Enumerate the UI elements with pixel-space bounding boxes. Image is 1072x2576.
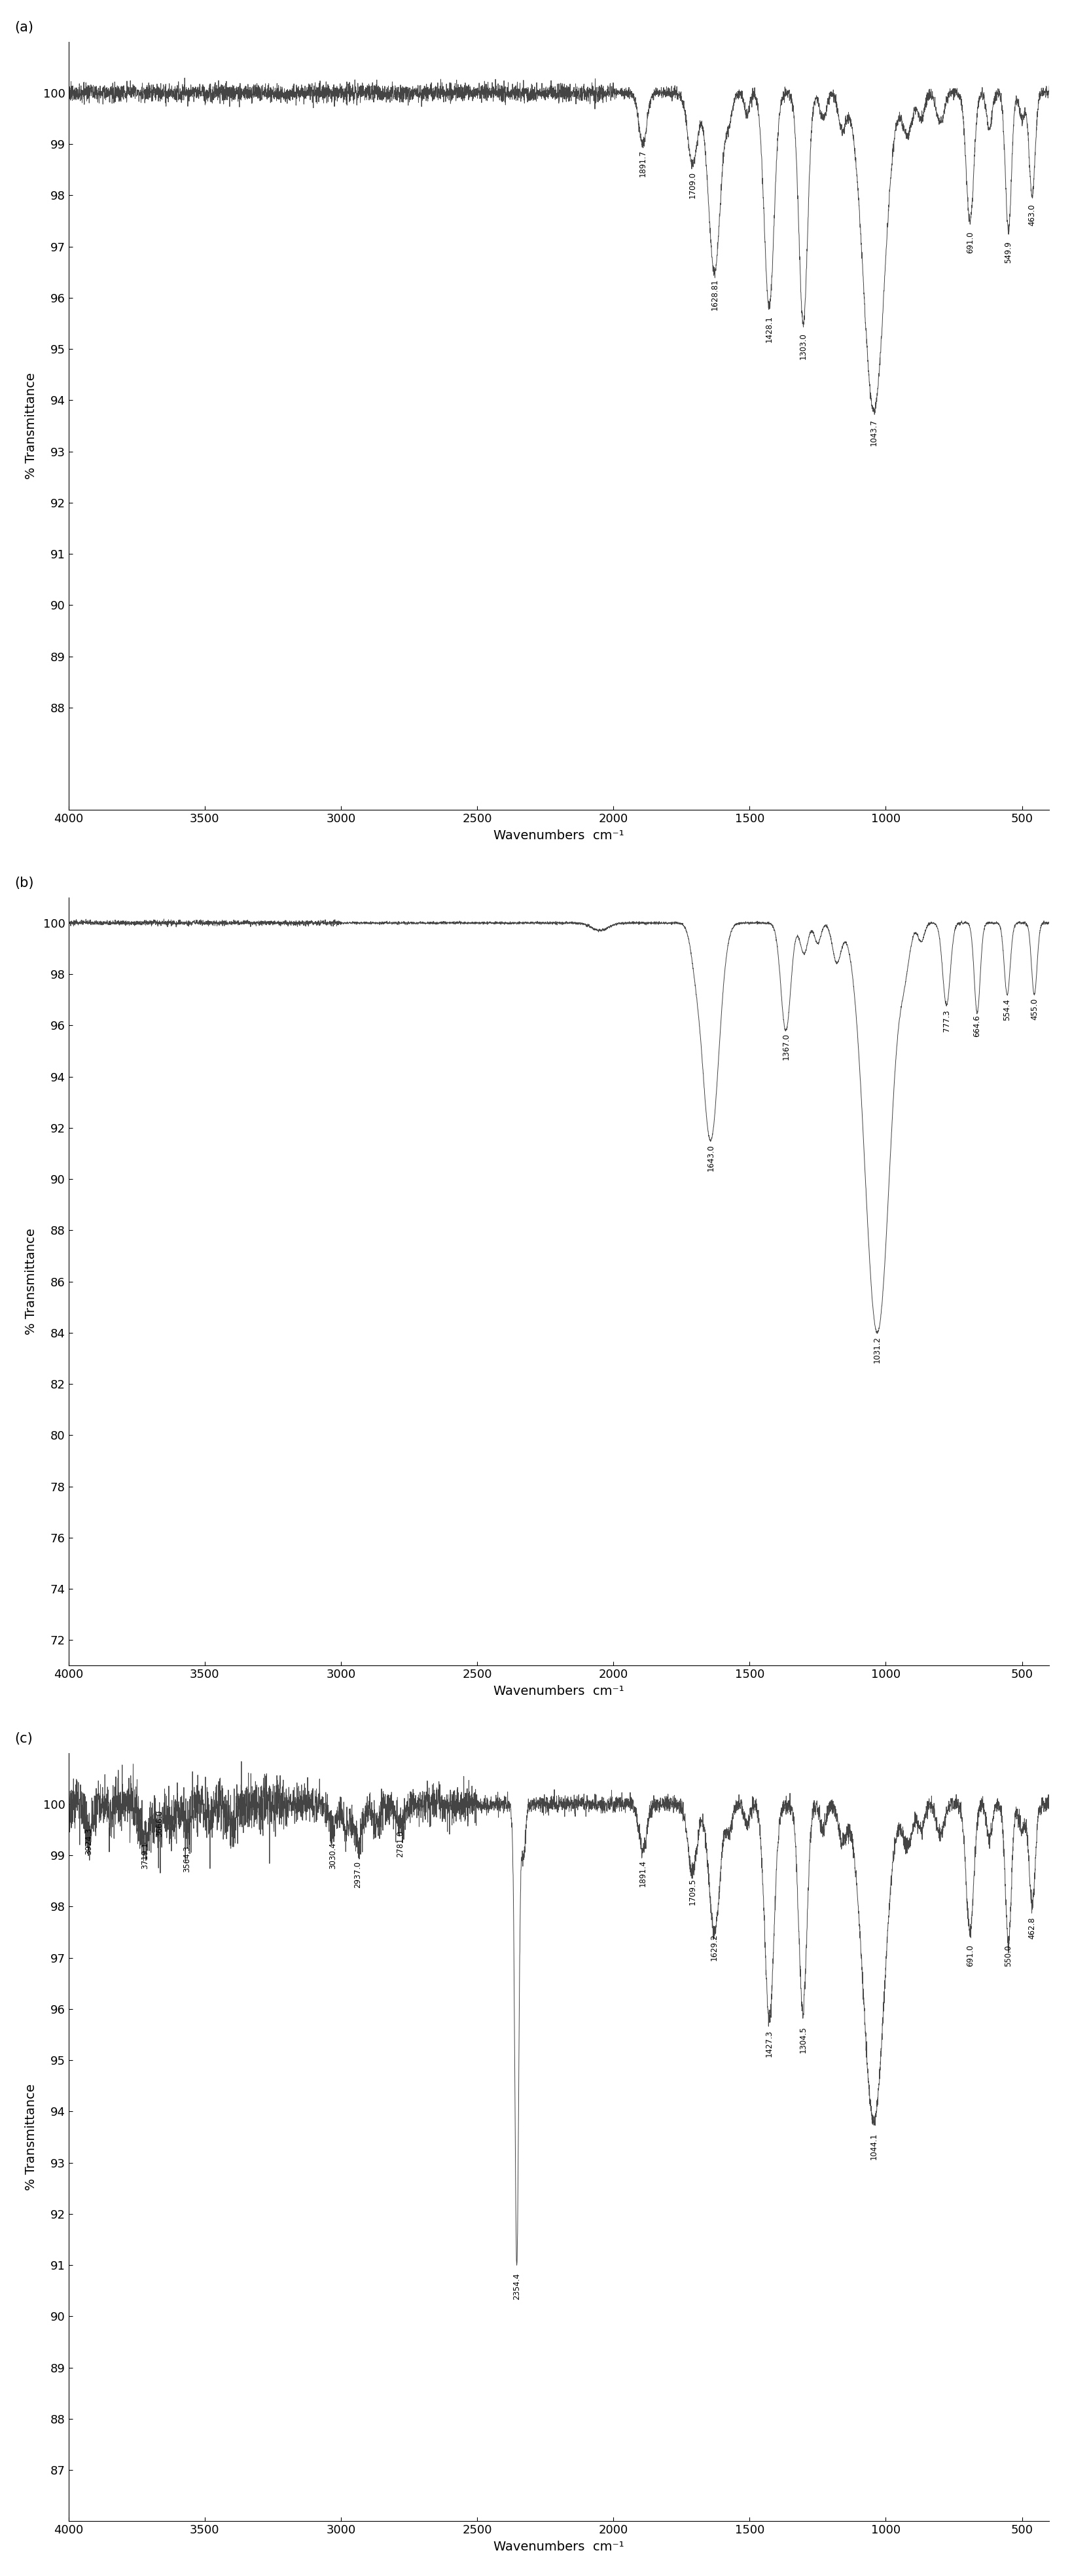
Text: 463.0: 463.0 [1028, 204, 1037, 227]
Text: 1709.5: 1709.5 [688, 1878, 697, 1904]
Text: 3666.0: 3666.0 [155, 1811, 164, 1837]
Text: 664.6: 664.6 [973, 1015, 982, 1038]
Y-axis label: % Transmittance: % Transmittance [25, 2084, 38, 2190]
Text: 3030.4: 3030.4 [328, 1842, 337, 1868]
Text: 1031.2: 1031.2 [873, 1337, 881, 1363]
Text: 1367.0: 1367.0 [781, 1033, 790, 1059]
Text: 777.3: 777.3 [942, 1010, 951, 1033]
Text: 3924.3: 3924.3 [85, 1826, 93, 1855]
X-axis label: Wavenumbers  cm⁻¹: Wavenumbers cm⁻¹ [493, 829, 624, 842]
Text: (a): (a) [14, 21, 33, 33]
Text: 1428.1: 1428.1 [765, 314, 773, 343]
Text: 1044.1: 1044.1 [869, 2133, 878, 2159]
X-axis label: Wavenumbers  cm⁻¹: Wavenumbers cm⁻¹ [493, 2540, 624, 2553]
Text: 1891.4: 1891.4 [639, 1860, 647, 1886]
Text: 691.0: 691.0 [966, 232, 974, 252]
Text: (b): (b) [14, 876, 34, 889]
Text: 455.0: 455.0 [1030, 997, 1039, 1020]
Text: 1709.0: 1709.0 [688, 173, 697, 198]
Text: 1628.81: 1628.81 [711, 278, 718, 309]
Text: 550.0: 550.0 [1004, 1945, 1013, 1965]
Text: 1643.0: 1643.0 [706, 1144, 715, 1172]
Y-axis label: % Transmittance: % Transmittance [25, 1229, 38, 1334]
Text: 1891.7: 1891.7 [639, 149, 647, 178]
Text: 554.4: 554.4 [1003, 999, 1012, 1020]
Text: 1304.5: 1304.5 [799, 2027, 807, 2053]
Text: 1427.3: 1427.3 [765, 2030, 774, 2058]
Text: 1629.2: 1629.2 [710, 1935, 718, 1960]
Text: 3564.3: 3564.3 [183, 1844, 192, 1873]
Text: 2937.0: 2937.0 [354, 1862, 362, 1888]
Y-axis label: % Transmittance: % Transmittance [25, 374, 38, 479]
Text: 462.8: 462.8 [1028, 1917, 1037, 1940]
Text: 2781.0: 2781.0 [397, 1829, 405, 1857]
Text: 3719.1: 3719.1 [140, 1842, 149, 1870]
Text: 2354.4: 2354.4 [512, 2272, 521, 2300]
Text: 549.9: 549.9 [1004, 242, 1013, 263]
Text: (c): (c) [14, 1731, 32, 1747]
Text: 1303.0: 1303.0 [799, 332, 807, 361]
Text: 691.0: 691.0 [966, 1945, 974, 1965]
X-axis label: Wavenumbers  cm⁻¹: Wavenumbers cm⁻¹ [493, 1685, 624, 1698]
Text: 1043.7: 1043.7 [869, 420, 878, 446]
